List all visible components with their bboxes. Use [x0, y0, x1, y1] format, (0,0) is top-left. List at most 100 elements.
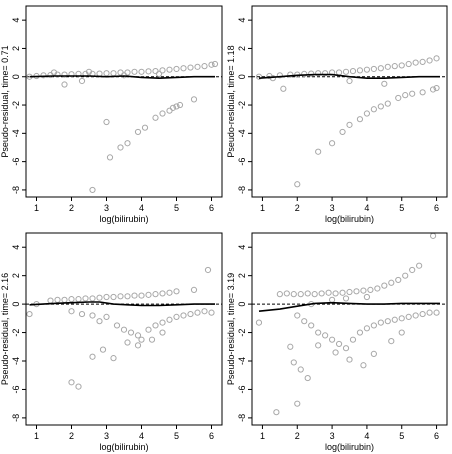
- data-point: [297, 291, 304, 298]
- data-point: [311, 291, 318, 298]
- x-tick-label: 2: [295, 203, 300, 213]
- data-point: [96, 70, 103, 77]
- data-point: [370, 322, 377, 329]
- data-point: [110, 355, 117, 362]
- data-point: [405, 313, 412, 321]
- data-point: [384, 63, 391, 70]
- data-point: [335, 340, 343, 348]
- data-point: [26, 310, 33, 318]
- data-point: [145, 291, 152, 298]
- data-point: [134, 332, 142, 339]
- data-point: [68, 296, 75, 303]
- data-point: [85, 68, 93, 75]
- data-point: [180, 312, 187, 319]
- data-point: [381, 282, 388, 289]
- data-point: [180, 65, 187, 72]
- data-point: [255, 319, 263, 326]
- data-point: [75, 383, 82, 390]
- data-point: [384, 318, 391, 325]
- data-point: [159, 67, 166, 74]
- y-tick-label: -8: [237, 186, 247, 194]
- data-point: [138, 68, 145, 75]
- data-point: [61, 81, 68, 88]
- x-axis-label: log(bilirubin): [99, 442, 148, 452]
- data-point: [315, 342, 322, 349]
- data-point: [166, 107, 173, 114]
- y-tick-label: -8: [11, 186, 21, 194]
- data-point: [110, 70, 117, 77]
- data-point: [54, 296, 61, 303]
- data-point: [297, 366, 304, 373]
- data-point: [190, 286, 198, 293]
- data-point: [318, 290, 325, 297]
- data-point: [134, 128, 142, 136]
- data-point: [276, 72, 283, 79]
- panel-1: 1 2 3 4 5 6-8-6-4-2024log(bilirubin)Pseudo-re…: [0, 5, 223, 224]
- data-point: [367, 286, 374, 293]
- data-point: [356, 329, 364, 336]
- data-point: [342, 345, 350, 352]
- x-tick-label: 3: [330, 203, 335, 213]
- data-point: [166, 316, 173, 323]
- x-tick-label: 3: [330, 431, 335, 441]
- data-point: [429, 232, 437, 239]
- data-point: [113, 322, 121, 329]
- data-point: [117, 69, 124, 76]
- data-point: [342, 68, 350, 75]
- data-point: [429, 86, 437, 93]
- data-point: [117, 293, 124, 300]
- data-point: [152, 114, 159, 121]
- data-point: [89, 186, 96, 194]
- plot-frame: [251, 232, 448, 426]
- y-tick-label: -2: [11, 101, 21, 109]
- data-point: [201, 63, 208, 70]
- data-point: [325, 289, 332, 296]
- x-tick-label: 5: [174, 203, 179, 213]
- data-point: [103, 70, 110, 77]
- y-tick-label: 2: [237, 46, 247, 51]
- data-point: [419, 58, 426, 65]
- data-point: [294, 181, 301, 188]
- x-tick-label: 2: [69, 203, 74, 213]
- data-point: [405, 60, 412, 68]
- data-point: [339, 289, 346, 296]
- data-point: [360, 362, 367, 369]
- data-point: [322, 332, 329, 339]
- y-axis-label: Pseudo-residual, time= 3.19: [226, 273, 236, 385]
- data-point: [370, 65, 377, 73]
- data-point: [201, 308, 208, 315]
- data-point: [173, 65, 180, 73]
- y-tick-label: -4: [237, 357, 247, 365]
- data-point: [304, 290, 311, 297]
- data-point: [377, 319, 384, 326]
- data-point: [159, 290, 166, 297]
- data-point: [402, 92, 409, 99]
- data-point: [78, 77, 86, 85]
- data-point: [388, 337, 395, 345]
- y-tick-label: 2: [11, 46, 21, 51]
- data-point: [273, 409, 280, 416]
- x-tick-label: 6: [434, 431, 439, 441]
- data-point: [315, 329, 322, 336]
- data-point: [346, 77, 353, 85]
- data-point: [50, 69, 58, 76]
- panel-2: 1 2 3 4 5 6-8-6-4-2024log(bilirubin)Pseudo-re…: [226, 5, 448, 224]
- data-point: [339, 128, 346, 136]
- data-point: [89, 312, 96, 319]
- data-point: [409, 90, 416, 97]
- data-point: [131, 68, 138, 75]
- data-point: [398, 329, 405, 336]
- data-point: [117, 144, 124, 151]
- y-tick-label: 2: [11, 273, 21, 278]
- data-point: [124, 69, 131, 76]
- data-point: [374, 285, 381, 292]
- y-tick-label: 4: [11, 245, 21, 250]
- data-point: [294, 400, 301, 407]
- data-point: [308, 322, 315, 329]
- data-point: [356, 116, 364, 123]
- x-tick-label: 1: [34, 431, 39, 441]
- data-point: [61, 296, 68, 303]
- data-point: [173, 313, 180, 321]
- y-tick-label: -6: [237, 158, 247, 166]
- data-point: [141, 124, 149, 131]
